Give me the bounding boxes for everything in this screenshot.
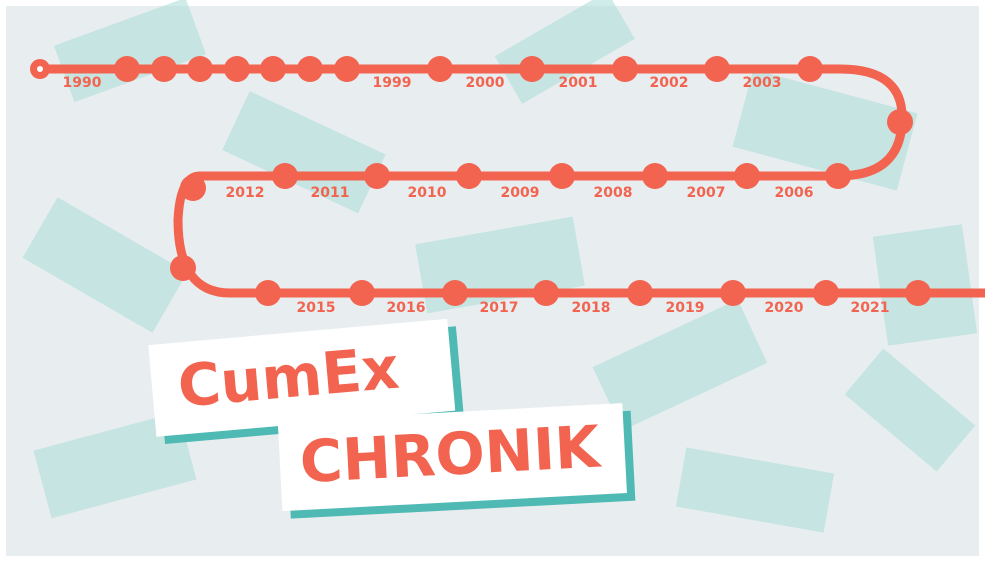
timeline-dot	[887, 109, 913, 135]
timeline-dot	[114, 56, 140, 82]
timeline-dot	[224, 56, 250, 82]
timeline-dot	[549, 163, 575, 189]
year-label: 2017	[480, 300, 519, 316]
timeline-dot	[797, 56, 823, 82]
timeline-dot	[642, 163, 668, 189]
timeline-dot	[905, 280, 931, 306]
year-label: 2011	[311, 185, 350, 201]
timeline-dot	[427, 56, 453, 82]
year-label: 2018	[572, 300, 611, 316]
year-label: 2007	[687, 185, 726, 201]
timeline-dot	[349, 280, 375, 306]
timeline-dot	[612, 56, 638, 82]
timeline-start-center	[37, 66, 43, 72]
timeline-dot	[442, 280, 468, 306]
timeline-dot	[334, 56, 360, 82]
timeline-dot	[187, 56, 213, 82]
page: 1990 1999 2000 2001 2002 2003 2012 2011 2010 2009…	[0, 0, 985, 562]
year-label: 2002	[650, 75, 689, 91]
timeline-dot	[720, 280, 746, 306]
timeline-dot	[297, 56, 323, 82]
year-label: 2012	[226, 185, 265, 201]
timeline-dot	[704, 56, 730, 82]
timeline-dot	[364, 163, 390, 189]
timeline-dot	[627, 280, 653, 306]
title-box-2: CHRONIK	[278, 403, 636, 519]
timeline-dot	[533, 280, 559, 306]
year-label: 2020	[765, 300, 804, 316]
banner: 1990 1999 2000 2001 2002 2003 2012 2011 2010 2009…	[0, 0, 985, 562]
timeline-dot	[825, 163, 851, 189]
timeline-dot	[255, 280, 281, 306]
year-label: 2003	[743, 75, 782, 91]
year-label: 2009	[501, 185, 540, 201]
year-label: 2000	[466, 75, 505, 91]
year-label: 2001	[559, 75, 598, 91]
year-label: 2006	[775, 185, 814, 201]
timeline-dot	[813, 280, 839, 306]
year-label: 1999	[373, 75, 412, 91]
year-label: 2016	[387, 300, 426, 316]
timeline-dot	[170, 255, 196, 281]
year-label: 2021	[851, 300, 890, 316]
year-label: 2010	[408, 185, 447, 201]
timeline-dot	[272, 163, 298, 189]
year-label: 2019	[666, 300, 705, 316]
year-label: 1990	[63, 75, 102, 91]
timeline-dot	[519, 56, 545, 82]
year-label: 2008	[594, 185, 633, 201]
timeline-dot	[734, 163, 760, 189]
timeline-dot	[456, 163, 482, 189]
year-label: 2015	[297, 300, 336, 316]
timeline-dot	[260, 56, 286, 82]
timeline-dot	[151, 56, 177, 82]
timeline-dot	[180, 175, 206, 201]
